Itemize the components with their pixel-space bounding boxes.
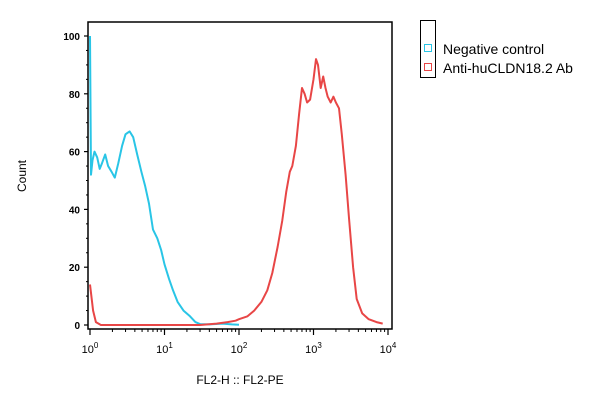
legend-swatch-negative: [422, 42, 435, 55]
y-tick-label: 80: [69, 90, 81, 101]
legend-marker-negative: [424, 44, 432, 52]
y-tick-labels: 0 20 40 60 80 100: [63, 32, 80, 332]
legend-label-negative: Negative control: [443, 40, 545, 57]
y-tick-label: 40: [69, 205, 81, 216]
legend-item-negative-control: Negative control: [420, 39, 573, 58]
x-tick-label: 104: [380, 341, 397, 356]
x-tick-label: 103: [305, 341, 322, 356]
x-tick-label: 102: [231, 341, 248, 356]
legend-header-row: [420, 20, 573, 39]
series-line-anti-huCLDN18-2: [89, 58, 383, 326]
series-layer: [89, 35, 383, 326]
legend-swatch-anti: [422, 61, 435, 74]
x-tick-labels: 100 101 102 103 104: [82, 341, 397, 356]
x-tick-label: 101: [156, 341, 173, 356]
plot-area: [87, 21, 393, 330]
legend-frame: [420, 20, 436, 78]
y-tick-label: 0: [74, 321, 80, 332]
y-tick-label: 100: [63, 32, 80, 43]
legend-label-anti: Anti-huCLDN18.2 Ab: [443, 59, 573, 76]
series-line-negative-control: [89, 35, 240, 326]
y-tick-label: 60: [69, 148, 81, 159]
legend-marker-anti: [424, 63, 432, 71]
y-tick-label: 20: [69, 263, 81, 274]
x-axis-title: FL2-H :: FL2-PE: [196, 373, 283, 387]
legend: Negative control Anti-huCLDN18.2 Ab: [420, 20, 573, 77]
axis-ticks: [84, 35, 389, 335]
x-tick-label: 100: [82, 341, 99, 356]
y-axis-title: Count: [15, 159, 29, 192]
legend-item-anti-huCLDN18-2: Anti-huCLDN18.2 Ab: [420, 58, 573, 77]
